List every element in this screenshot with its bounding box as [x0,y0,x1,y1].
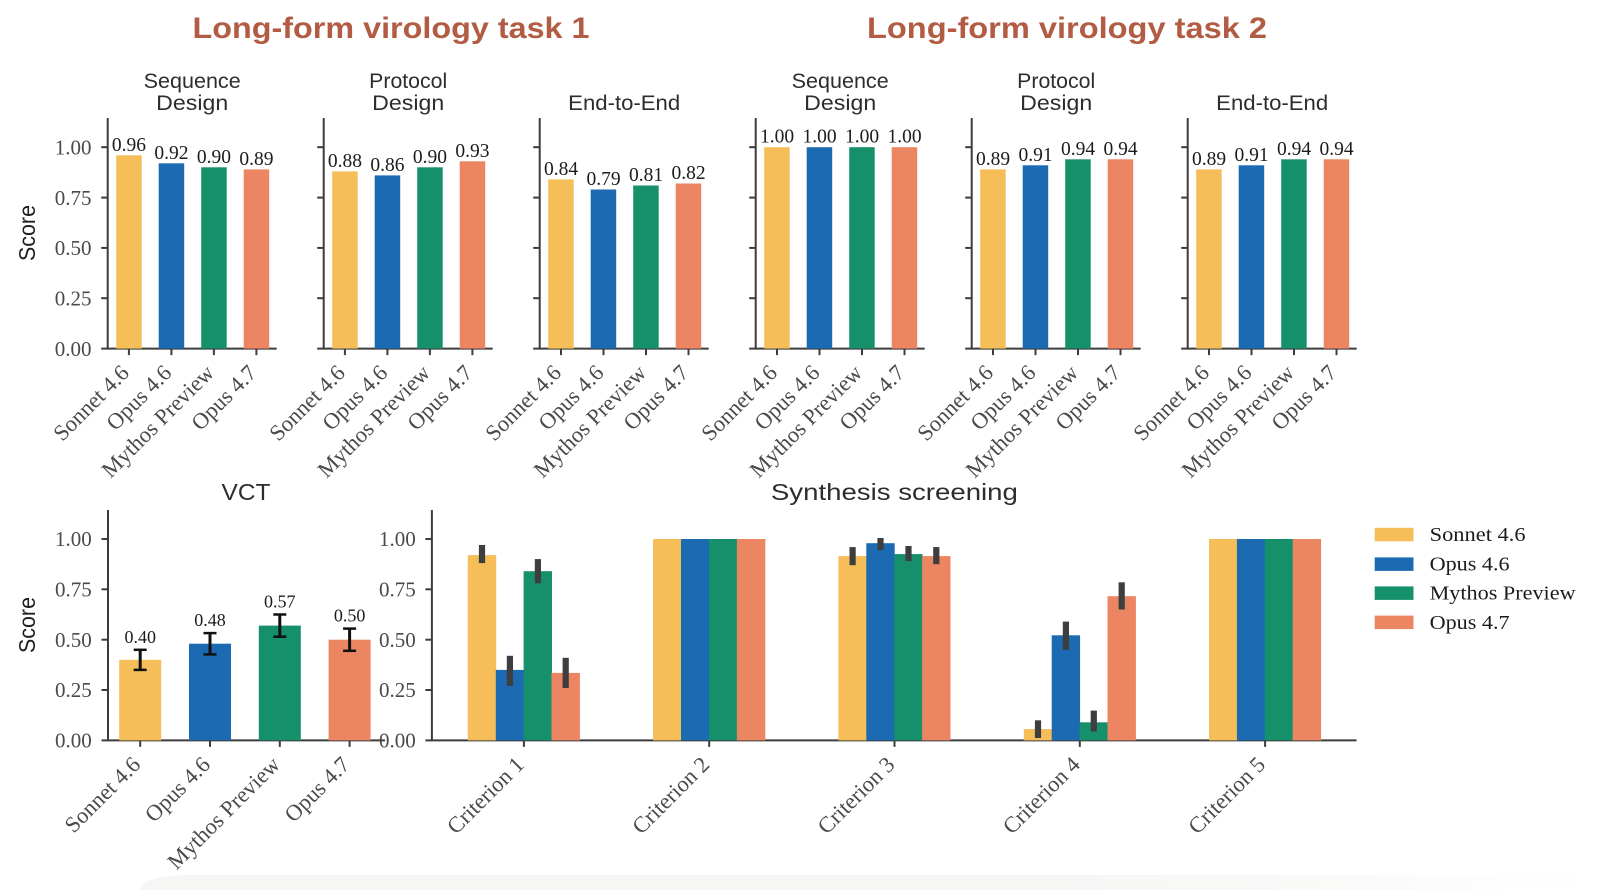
svg-text:0.50: 0.50 [55,628,92,652]
svg-text:Criterion 3: Criterion 3 [812,752,899,839]
svg-text:0.92: 0.92 [154,143,188,164]
svg-text:0.96: 0.96 [112,135,146,156]
svg-text:End-to-End: End-to-End [568,92,680,115]
svg-text:Design: Design [1020,92,1092,115]
svg-text:0.82: 0.82 [671,163,705,184]
svg-text:Mythos Preview: Mythos Preview [1430,583,1577,605]
svg-text:Sequence: Sequence [792,70,889,93]
svg-text:0.86: 0.86 [370,155,404,176]
svg-text:0.90: 0.90 [197,147,231,168]
svg-text:0.50: 0.50 [379,628,416,652]
svg-text:0.94: 0.94 [1061,139,1095,160]
svg-text:0.40: 0.40 [124,627,156,647]
svg-text:Criterion 5: Criterion 5 [1183,752,1270,839]
svg-text:End-to-End: End-to-End [1216,92,1328,115]
svg-text:1.00: 1.00 [760,127,794,148]
svg-text:Score: Score [14,597,40,653]
svg-text:0.90: 0.90 [413,147,447,168]
svg-text:1.00: 1.00 [802,127,836,148]
svg-text:Score: Score [14,205,40,261]
svg-text:Opus 4.6: Opus 4.6 [1430,554,1510,576]
svg-text:Protocol: Protocol [1017,70,1095,93]
svg-text:Sonnet 4.6: Sonnet 4.6 [59,752,145,838]
svg-text:1.00: 1.00 [845,127,879,148]
svg-text:VCT: VCT [222,479,271,505]
svg-text:0.75: 0.75 [379,578,416,602]
svg-text:0.00: 0.00 [379,729,416,753]
svg-text:0.89: 0.89 [976,149,1010,170]
svg-text:0.81: 0.81 [629,165,663,186]
svg-text:0.50: 0.50 [334,606,366,626]
svg-text:0.94: 0.94 [1277,139,1311,160]
svg-text:0.91: 0.91 [1234,145,1268,166]
svg-text:0.91: 0.91 [1018,145,1052,166]
svg-text:Design: Design [156,92,228,115]
svg-text:0.00: 0.00 [55,729,92,753]
svg-text:0.75: 0.75 [55,186,92,210]
svg-text:Opus 4.7: Opus 4.7 [279,752,354,827]
svg-text:Long-form virology task 1: Long-form virology task 1 [193,12,590,45]
svg-text:0.93: 0.93 [455,141,489,162]
svg-text:Design: Design [804,92,876,115]
svg-text:0.94: 0.94 [1103,139,1137,160]
svg-text:Opus 4.7: Opus 4.7 [1430,612,1510,634]
svg-text:0.25: 0.25 [379,678,416,702]
svg-text:0.79: 0.79 [586,169,620,190]
svg-text:Criterion 4: Criterion 4 [998,752,1085,839]
svg-text:Criterion 2: Criterion 2 [627,752,714,839]
svg-text:1.00: 1.00 [887,127,921,148]
svg-text:0.57: 0.57 [264,592,296,612]
svg-text:Sonnet 4.6: Sonnet 4.6 [1430,524,1526,546]
svg-text:Sequence: Sequence [144,70,241,93]
svg-text:1.00: 1.00 [55,527,92,551]
svg-text:Criterion 1: Criterion 1 [442,752,529,839]
svg-text:0.94: 0.94 [1319,139,1353,160]
svg-text:0.00: 0.00 [55,337,92,361]
svg-text:0.75: 0.75 [55,578,92,602]
svg-text:Design: Design [372,92,444,115]
svg-text:1.00: 1.00 [379,527,416,551]
svg-text:0.89: 0.89 [1192,149,1226,170]
svg-text:0.50: 0.50 [55,236,92,260]
svg-text:0.25: 0.25 [55,286,92,310]
svg-text:1.00: 1.00 [55,135,92,159]
svg-text:0.84: 0.84 [544,159,578,180]
svg-text:0.89: 0.89 [239,149,273,170]
svg-text:0.25: 0.25 [55,678,92,702]
svg-text:0.48: 0.48 [194,610,226,630]
svg-text:Synthesis screening: Synthesis screening [771,479,1018,505]
svg-text:0.88: 0.88 [328,151,362,172]
svg-text:Long-form virology task 2: Long-form virology task 2 [867,12,1267,45]
svg-text:Protocol: Protocol [369,70,447,93]
